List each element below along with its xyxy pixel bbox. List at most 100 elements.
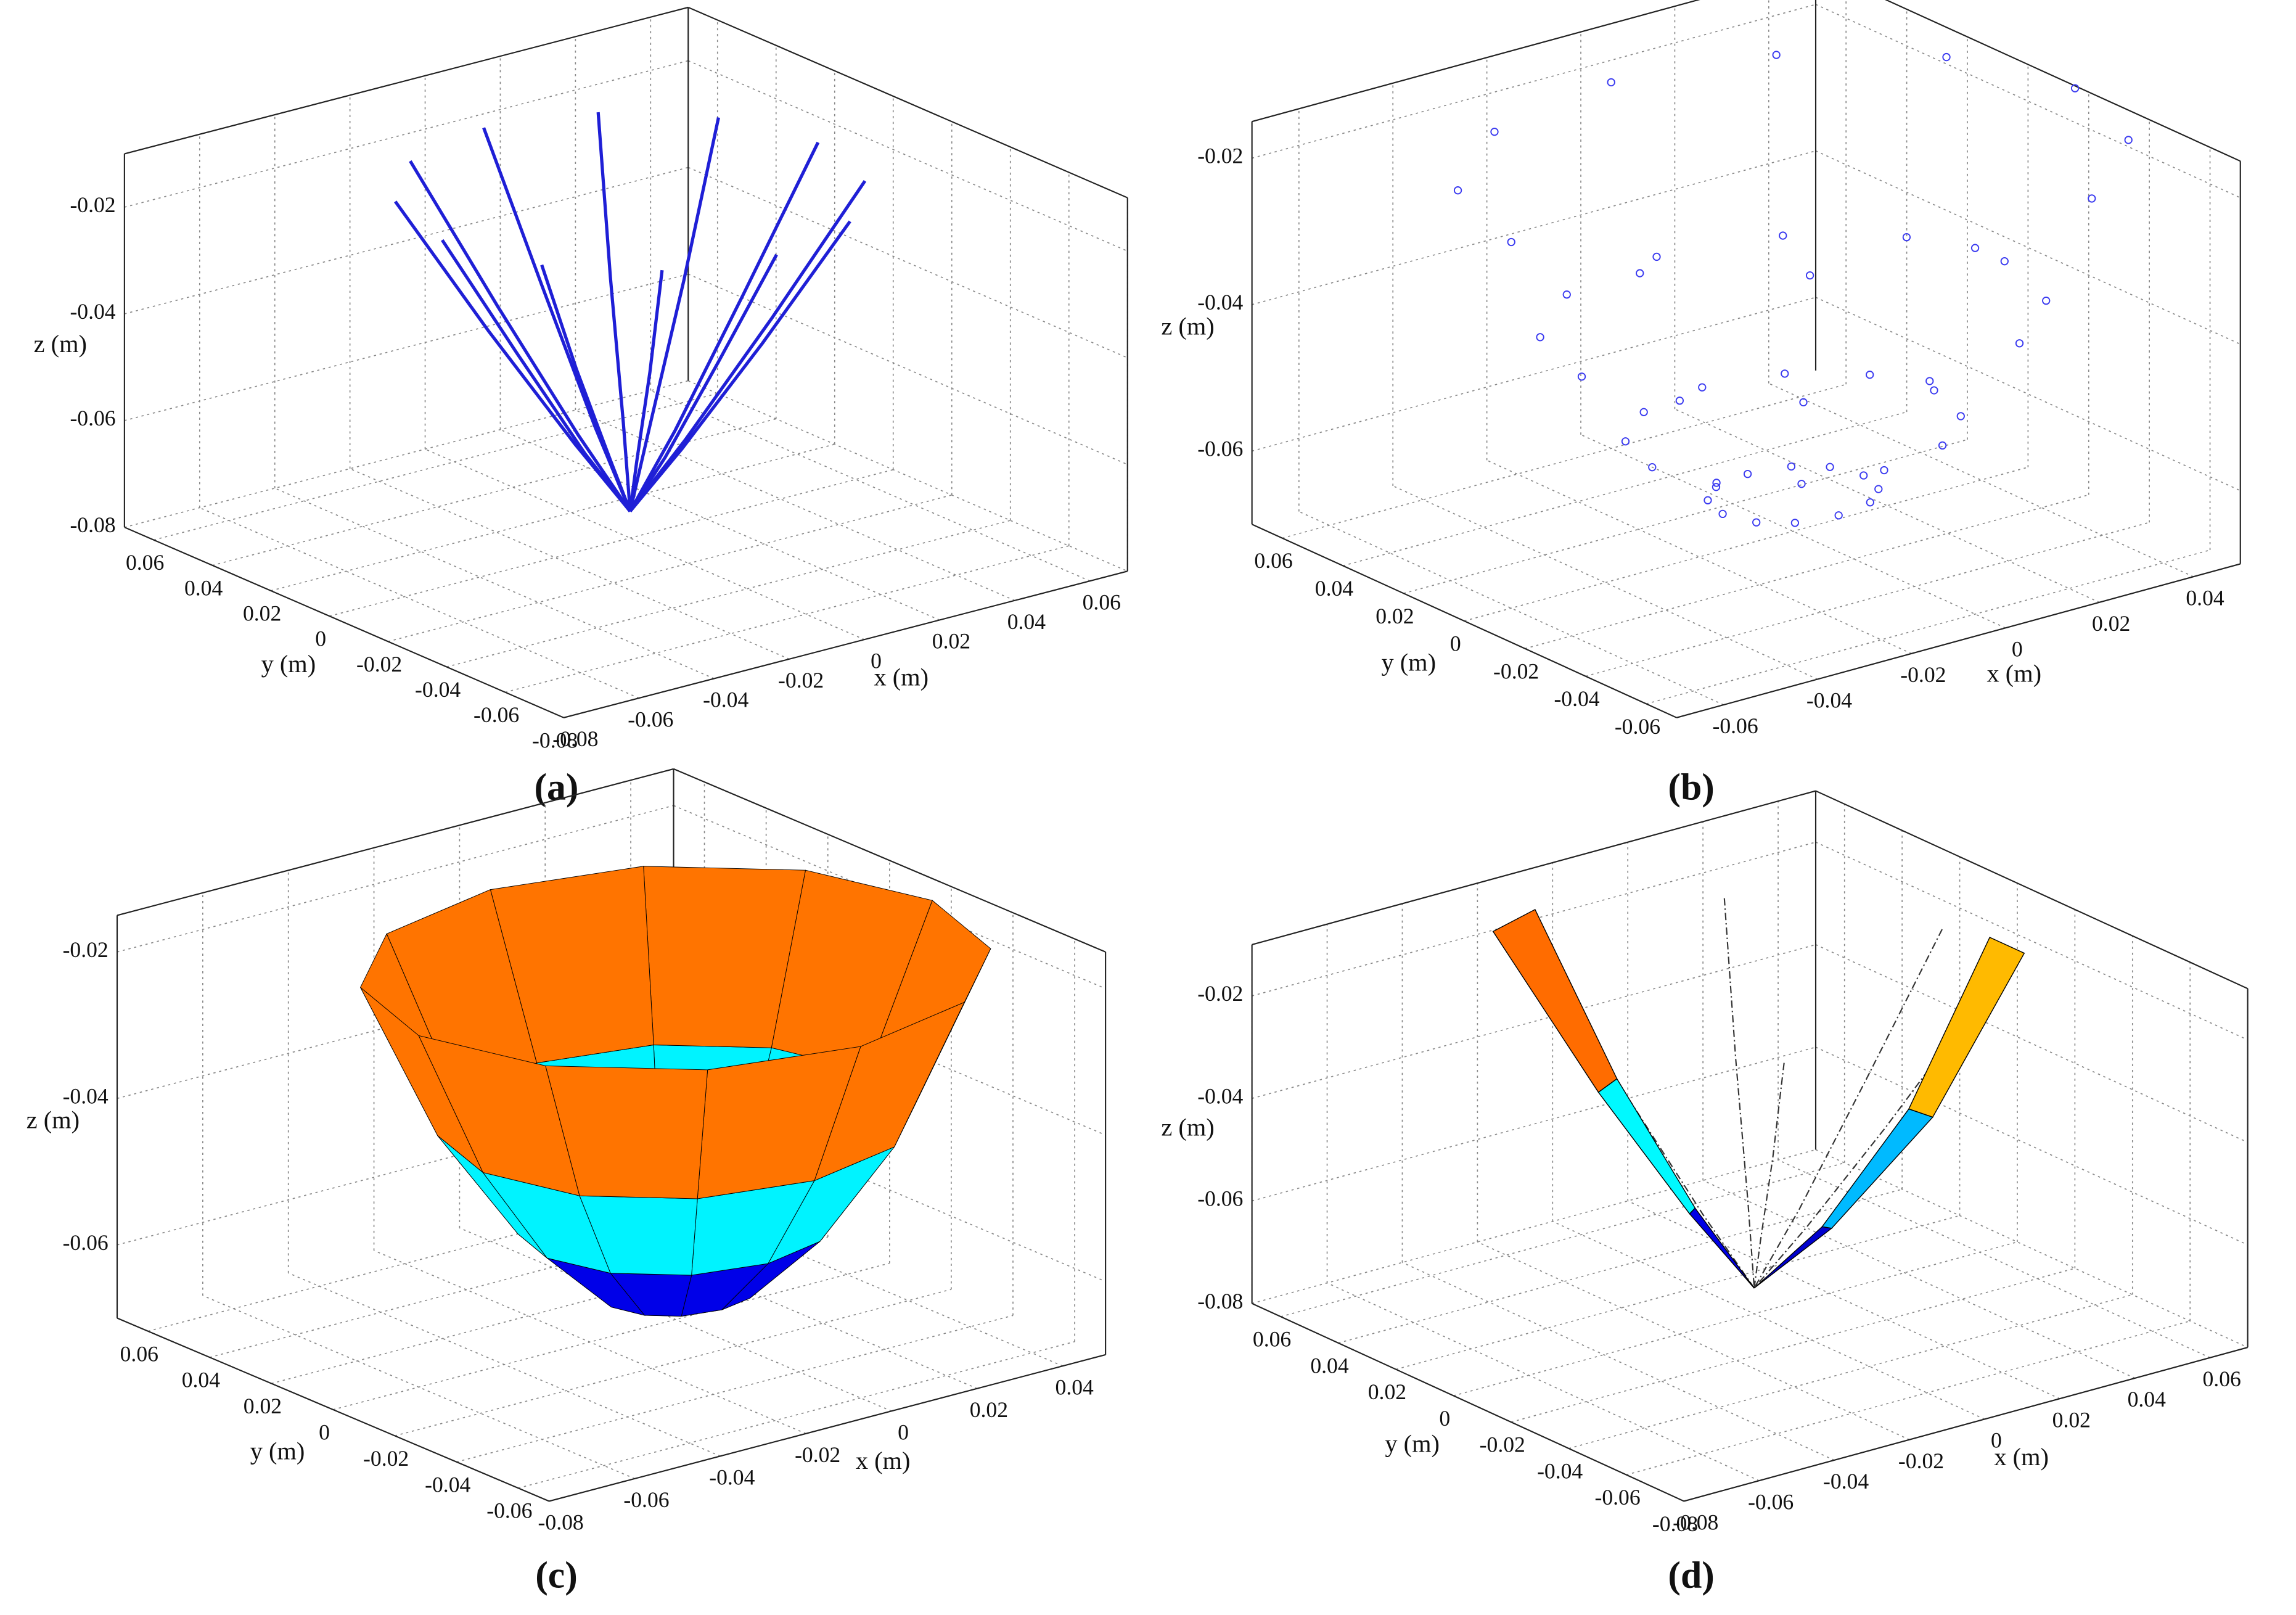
- point: [1970, 244, 1980, 252]
- x-tick-label: 0.02: [2092, 611, 2130, 636]
- ribbon-face: [1821, 1108, 1934, 1229]
- y-tick-label: -0.04: [425, 1472, 470, 1497]
- grid-line: [1777, 1159, 2211, 1358]
- x-tick-label: 0: [898, 1420, 909, 1444]
- trajectory: [540, 264, 632, 512]
- axis-edge: [117, 768, 674, 916]
- grid-line: [1252, 944, 1816, 1099]
- y-tick-label: -0.04: [415, 677, 461, 702]
- point: [1866, 371, 1874, 379]
- axis-edge: [1683, 1347, 2248, 1502]
- grid-line: [1815, 1149, 2248, 1348]
- y-tick-label: 0.04: [182, 1368, 221, 1392]
- z-tick-label: -0.08: [70, 512, 115, 537]
- grid-line: [1252, 297, 1816, 452]
- point: [1636, 269, 1644, 277]
- point: [1607, 78, 1615, 87]
- grid-line: [650, 390, 1091, 581]
- ribbon-face: [1753, 1226, 1833, 1289]
- grid-line: [1252, 841, 1816, 997]
- grid-line: [395, 1289, 952, 1437]
- x-tick-label: 0.04: [1007, 609, 1046, 634]
- trajectory: [628, 117, 720, 512]
- x-axis-label: x (m): [1994, 1443, 2049, 1471]
- x-tick-label: 0.06: [1083, 590, 1121, 614]
- x-axis-label: x (m): [1987, 659, 2042, 687]
- ribbon-face: [1908, 937, 2025, 1118]
- grid-line: [425, 448, 865, 640]
- x-tick-label: 0: [2012, 636, 2023, 661]
- y-tick-label: 0: [315, 627, 326, 651]
- x-tick-label: -0.08: [1673, 1510, 1718, 1535]
- x-axis-label: x (m): [874, 663, 929, 691]
- point: [1880, 466, 1888, 475]
- z-tick-label: -0.02: [1197, 981, 1243, 1006]
- y-tick-label: 0: [1439, 1406, 1450, 1431]
- grid-line: [1702, 1180, 2136, 1379]
- axis-edge: [564, 570, 1128, 718]
- x-tick-label: 0.02: [970, 1397, 1008, 1422]
- grid-line: [1815, 297, 2241, 491]
- point: [1577, 372, 1586, 381]
- trajectory: [441, 239, 632, 512]
- point: [1507, 237, 1515, 247]
- grid-line: [459, 1227, 892, 1412]
- point: [1859, 471, 1868, 480]
- x-tick-label: -0.08: [552, 726, 598, 751]
- y-tick-label: 0.02: [1368, 1379, 1406, 1404]
- z-tick-label: -0.06: [70, 406, 115, 430]
- trajectory: [1723, 898, 1755, 1288]
- y-tick-label: -0.08: [1652, 1511, 1698, 1536]
- grid-line: [1403, 439, 1968, 594]
- trajectory: [596, 112, 632, 512]
- y-tick-label: 0.02: [243, 601, 281, 626]
- z-axis-label: z (m): [1161, 312, 1214, 340]
- y-tick-label: 0.06: [1253, 1327, 1291, 1352]
- grid-line: [1281, 1162, 1845, 1317]
- axis-edge: [673, 768, 1106, 953]
- point: [1902, 232, 1911, 242]
- y-axis-label: y (m): [1385, 1430, 1440, 1458]
- point: [1930, 386, 1938, 395]
- grid-line: [1627, 1200, 2060, 1399]
- trajectory: [628, 269, 664, 512]
- x-tick-label: -0.04: [1806, 688, 1852, 713]
- point: [1453, 186, 1462, 195]
- point: [1799, 398, 1808, 406]
- point: [1712, 483, 1721, 491]
- grid-line: [333, 1262, 890, 1410]
- x-tick-label: 0.06: [2203, 1366, 2241, 1391]
- grid-line: [1342, 411, 1907, 567]
- y-tick-label: 0.06: [120, 1341, 158, 1366]
- z-axis-label: z (m): [34, 330, 87, 358]
- y-tick-label: 0: [1450, 631, 1461, 656]
- z-tick-label: -0.02: [63, 937, 109, 962]
- x-tick-label: -0.04: [703, 688, 748, 712]
- point: [1621, 437, 1630, 446]
- axis-edge: [687, 6, 1128, 199]
- grid-line: [154, 393, 718, 541]
- grid-line: [1585, 522, 2150, 677]
- axis-edge: [117, 1317, 550, 1502]
- grid-line: [1477, 1241, 1910, 1440]
- point: [2070, 84, 2080, 92]
- axis-edge: [1676, 563, 2241, 718]
- grid-line: [1338, 1188, 1903, 1344]
- z-axis-label: z (m): [1161, 1114, 1214, 1141]
- y-tick-label: -0.02: [1493, 659, 1539, 683]
- y-tick-label: 0.04: [184, 575, 223, 600]
- z-tick-label: -0.04: [63, 1083, 109, 1108]
- ribbon-face: [1492, 908, 1618, 1093]
- panel-label: (b): [1668, 766, 1714, 808]
- grid-line: [1464, 466, 2028, 622]
- z-tick-label: -0.04: [1197, 1083, 1243, 1108]
- x-tick-label: 0: [1991, 1428, 2002, 1453]
- grid-line: [1568, 1294, 2133, 1449]
- grid-line: [1646, 549, 2210, 705]
- grid-line: [271, 1236, 828, 1384]
- x-tick-label: -0.02: [795, 1442, 840, 1467]
- grid-line: [124, 273, 689, 421]
- point: [1675, 397, 1684, 405]
- point: [2000, 257, 2009, 266]
